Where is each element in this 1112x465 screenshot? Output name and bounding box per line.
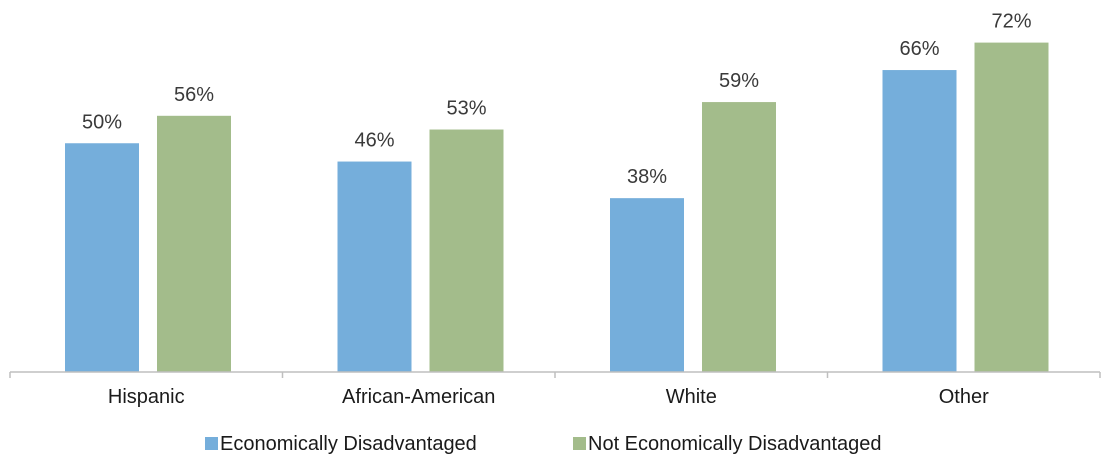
bar-other-economically-disadvantaged <box>882 70 957 373</box>
legend-swatch-economically-disadvantaged <box>205 437 218 450</box>
bar-white-economically-disadvantaged <box>610 198 684 372</box>
bar-other-not-economically-disadvantaged <box>974 42 1049 372</box>
legend-item-economically-disadvantaged: Economically Disadvantaged <box>205 433 477 455</box>
legend-label-not-economically-disadvantaged: Not Economically Disadvantaged <box>588 433 882 455</box>
legend-label-economically-disadvantaged: Economically Disadvantaged <box>220 433 477 455</box>
x-tick-label-white: White <box>666 386 717 408</box>
data-labels-layer: 50% 56% 46% 53% 38% 59% 66% 72% <box>82 11 1032 189</box>
data-label-hispanic-economically-disadvantaged: 50% <box>82 111 122 133</box>
data-label-white-not-economically-disadvantaged: 59% <box>719 70 759 92</box>
bar-african-american-not-economically-disadvantaged <box>429 129 504 372</box>
x-tick-label-other: Other <box>939 386 989 408</box>
data-label-other-economically-disadvantaged: 66% <box>899 38 939 60</box>
data-label-african-american-economically-disadvantaged: 46% <box>354 130 394 152</box>
data-label-other-not-economically-disadvantaged: 72% <box>991 11 1031 33</box>
data-label-hispanic-not-economically-disadvantaged: 56% <box>174 84 214 106</box>
legend-item-not-economically-disadvantaged: Not Economically Disadvantaged <box>573 433 882 455</box>
bar-hispanic-economically-disadvantaged <box>65 143 139 372</box>
bar-african-american-economically-disadvantaged <box>337 161 412 372</box>
legend-swatch-not-economically-disadvantaged <box>573 437 586 450</box>
bar-white-not-economically-disadvantaged <box>702 102 776 372</box>
data-label-white-economically-disadvantaged: 38% <box>627 166 667 188</box>
bar-hispanic-not-economically-disadvantaged <box>157 115 231 373</box>
x-axis: Hispanic African-American White Other <box>9 371 1101 408</box>
bars-layer <box>65 42 1049 373</box>
x-tick-label-african-american: African-American <box>342 386 495 408</box>
data-label-african-american-not-economically-disadvantaged: 53% <box>446 98 486 120</box>
x-tick-label-hispanic: Hispanic <box>108 386 185 408</box>
legend: Economically Disadvantaged Not Economical… <box>205 433 882 455</box>
